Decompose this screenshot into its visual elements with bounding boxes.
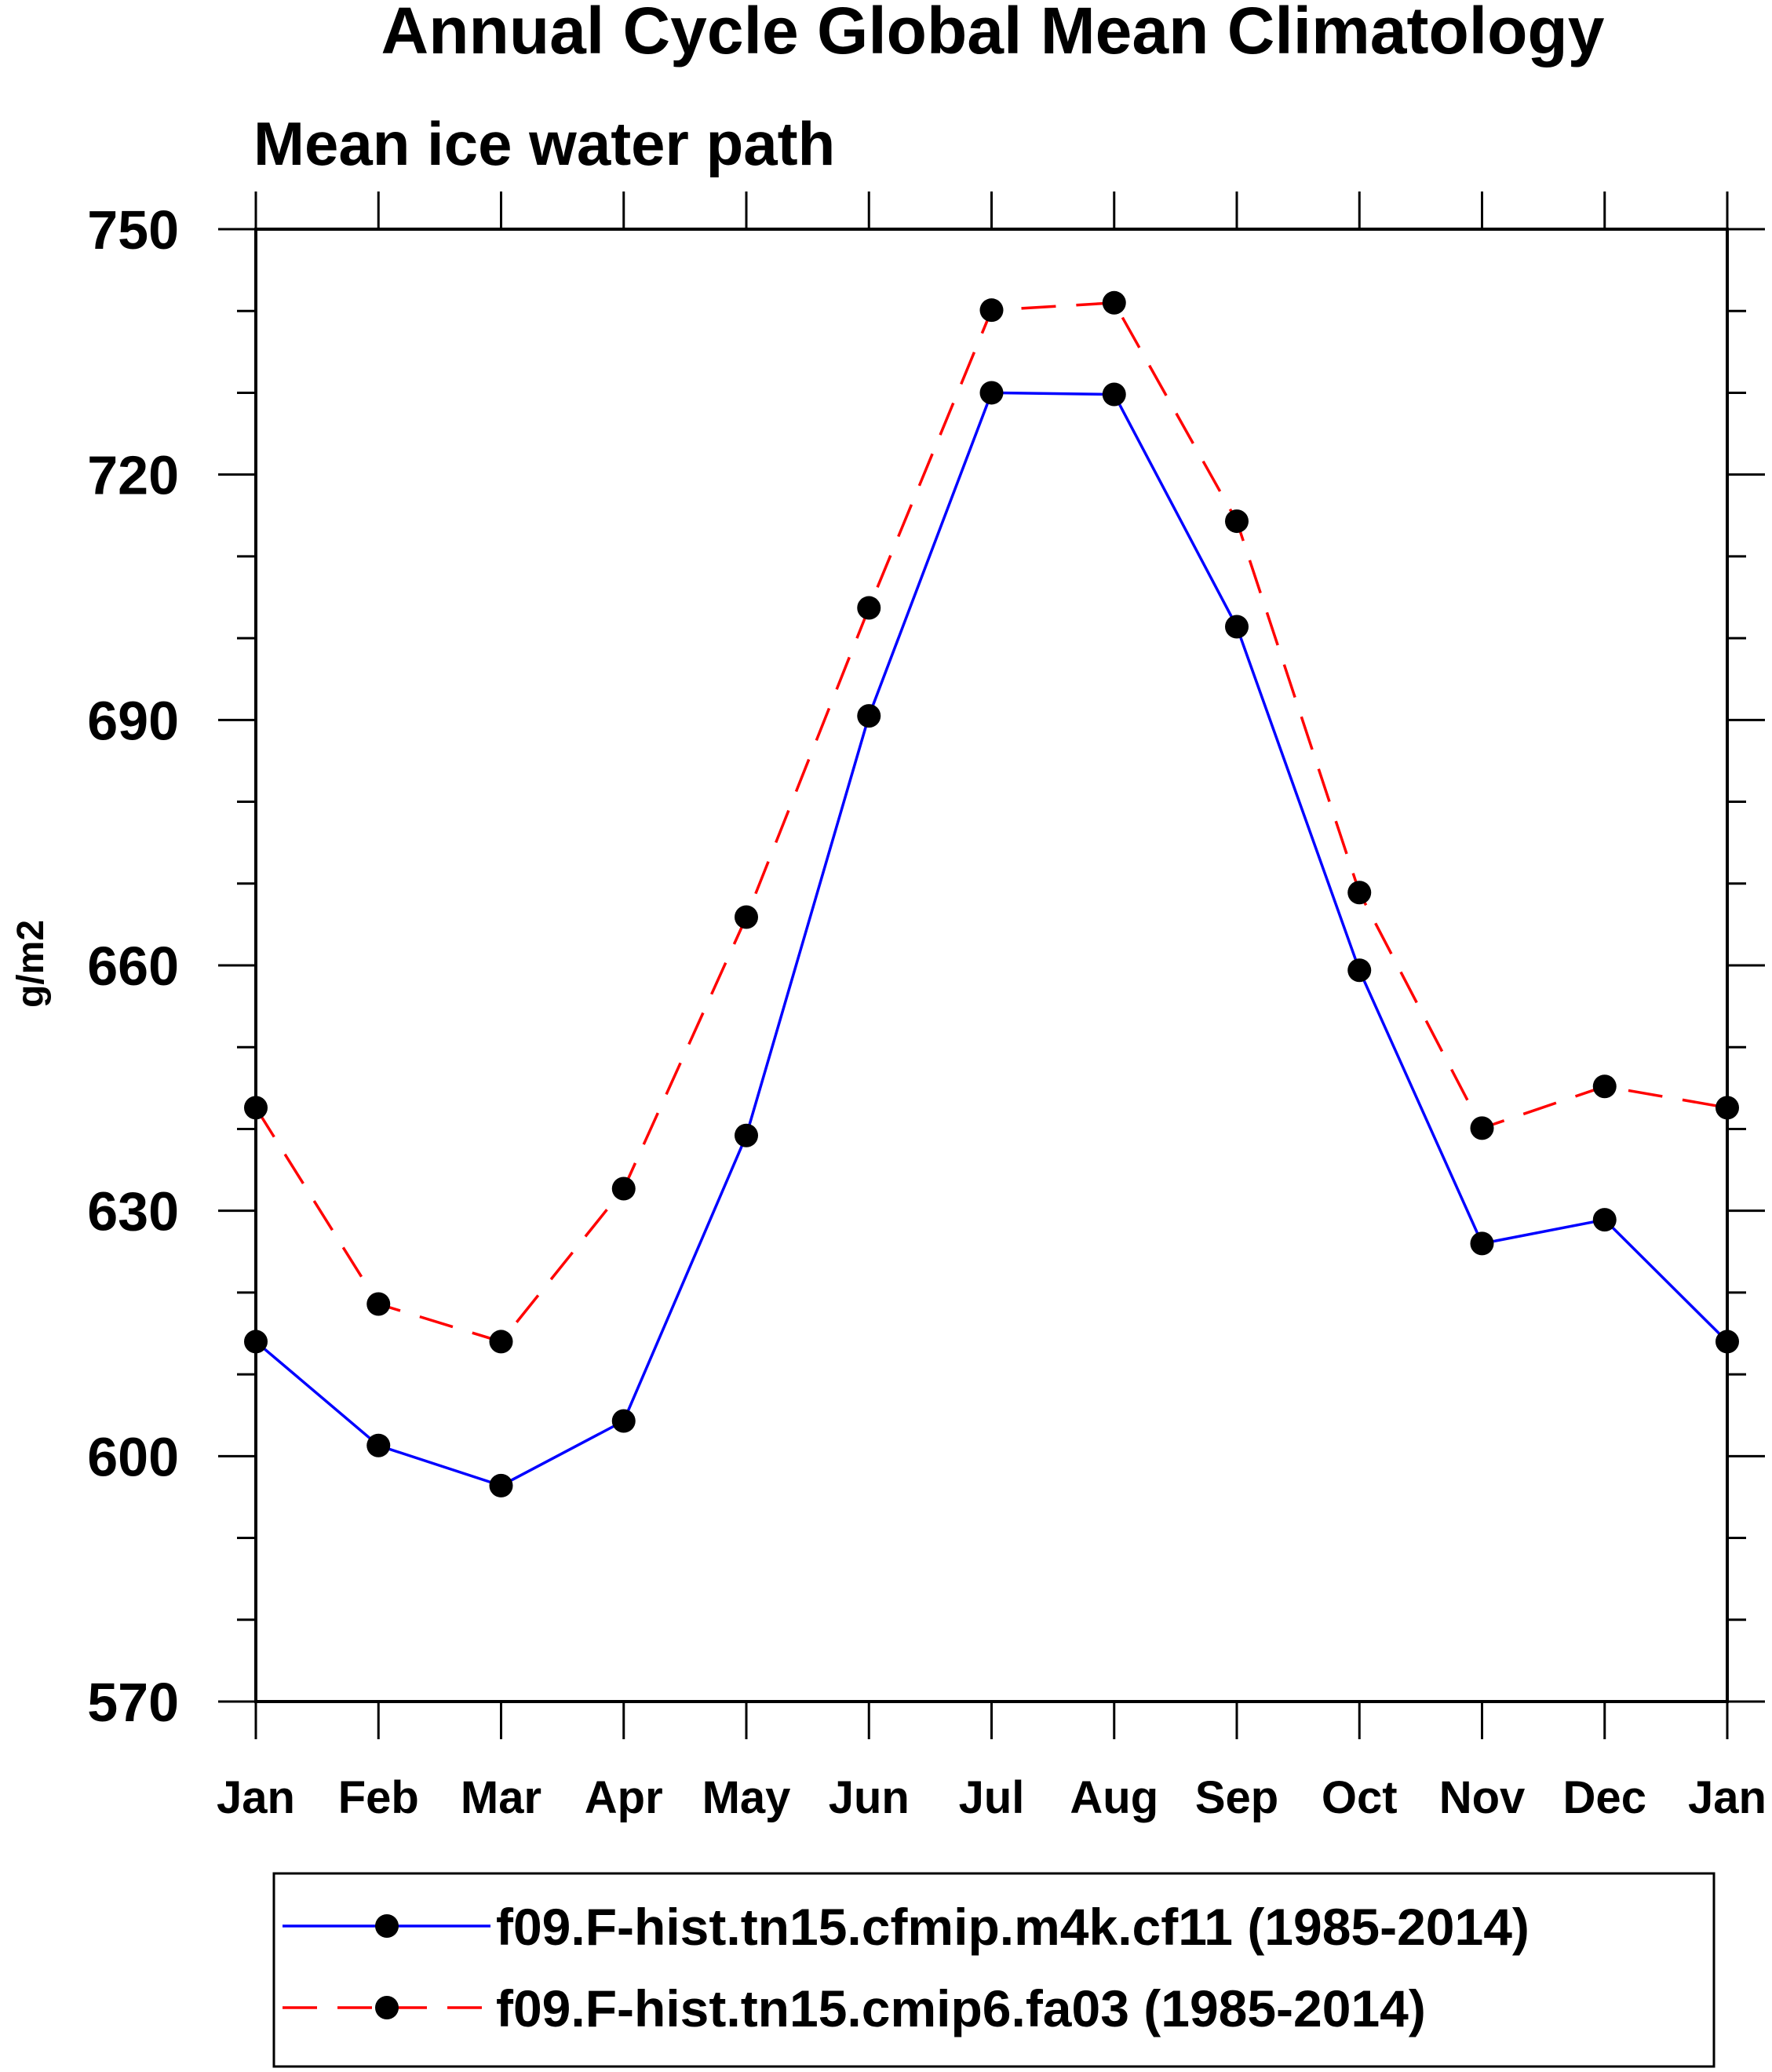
data-point xyxy=(979,298,1004,323)
data-point xyxy=(611,1176,636,1201)
data-point xyxy=(489,1473,513,1497)
x-tick-label: Nov xyxy=(1439,1772,1526,1823)
series-line xyxy=(254,391,1729,1487)
data-point xyxy=(1470,1116,1494,1140)
data-point xyxy=(366,1433,391,1457)
legend-label: f09.F-hist.tn15.cfmip.m4k.cf11 (1985-201… xyxy=(496,1898,1530,1956)
y-tick-label: 690 xyxy=(87,690,179,751)
data-point xyxy=(1225,509,1249,534)
legend-marker xyxy=(375,1914,399,1938)
y-tick-label: 660 xyxy=(87,936,179,997)
data-point xyxy=(735,1123,758,1147)
legend-marker xyxy=(375,1996,399,2019)
y-axis-label: g/m2 xyxy=(10,920,52,1008)
data-point xyxy=(1470,1231,1494,1256)
series-1 xyxy=(244,381,1739,1497)
x-tick-label: Dec xyxy=(1563,1772,1646,1823)
data-point xyxy=(857,704,881,728)
chart-title: Annual Cycle Global Mean Climatology xyxy=(381,0,1605,67)
legend: f09.F-hist.tn15.cfmip.m4k.cf11 (1985-201… xyxy=(272,1872,1715,2068)
data-point xyxy=(1102,290,1126,315)
legend-box xyxy=(272,1872,1715,2068)
x-tick-label: Oct xyxy=(1322,1772,1398,1823)
x-tick-label: Apr xyxy=(585,1772,663,1823)
data-point xyxy=(1347,958,1372,983)
data-point xyxy=(244,1330,268,1354)
x-tick-label: Jun xyxy=(829,1772,910,1823)
y-tick-label: 630 xyxy=(87,1181,179,1242)
data-point xyxy=(1592,1074,1617,1099)
chart-subtitle: Mean ice water path xyxy=(253,109,835,178)
x-tick-label: May xyxy=(702,1772,791,1823)
y-tick-label: 750 xyxy=(87,199,179,261)
data-point xyxy=(1715,1330,1739,1354)
y-tick-label: 600 xyxy=(87,1426,179,1487)
x-tick-label: Jan xyxy=(217,1772,295,1823)
data-point xyxy=(1102,382,1126,407)
legend-label: f09.F-hist.tn15.cmip6.fa03 (1985-2014) xyxy=(496,1979,1426,2037)
x-tick-label: Feb xyxy=(338,1772,419,1823)
data-point xyxy=(611,1409,636,1433)
x-tick-label: Jan xyxy=(1688,1772,1767,1823)
y-tick-label: 720 xyxy=(87,445,179,506)
data-point xyxy=(857,596,881,620)
data-point xyxy=(1347,881,1372,905)
data-point xyxy=(1715,1096,1739,1120)
x-tick-label: Aug xyxy=(1070,1772,1158,1823)
data-point xyxy=(244,1096,268,1120)
data-point xyxy=(735,905,758,929)
series-layer xyxy=(244,290,1739,1497)
series-line xyxy=(254,301,1728,1344)
data-point xyxy=(1592,1208,1617,1232)
y-tick-label: 570 xyxy=(87,1672,179,1733)
series-2 xyxy=(244,290,1739,1354)
data-point xyxy=(979,381,1004,405)
x-tick-label: Jul xyxy=(959,1772,1025,1823)
tick-layer xyxy=(218,192,1765,1739)
x-tick-labels: Jan Feb Mar Apr May Jun Jul Aug Sep Oct Nov Dec Jan xyxy=(217,1772,1767,1823)
data-point xyxy=(366,1292,391,1316)
plot-frame xyxy=(254,228,1729,1703)
y-tick-labels: 570 600 630 660 690 720 750 xyxy=(87,199,179,1733)
data-point xyxy=(1225,615,1249,639)
x-tick-label: Sep xyxy=(1195,1772,1278,1823)
x-tick-label: Mar xyxy=(461,1772,541,1823)
data-point xyxy=(489,1330,513,1354)
